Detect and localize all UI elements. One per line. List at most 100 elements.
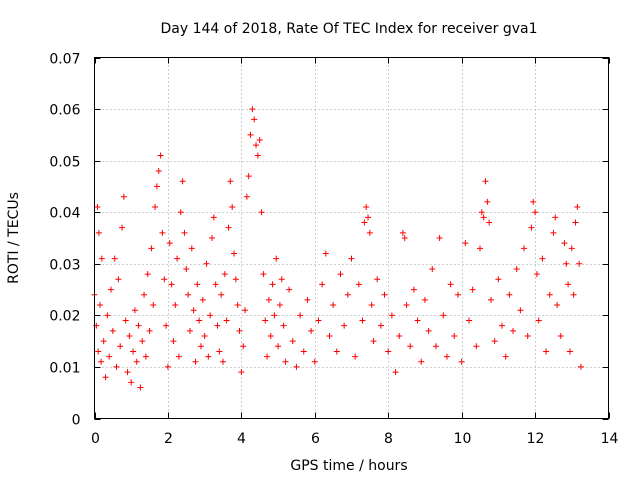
data-point: [126, 332, 133, 339]
data-point: [104, 312, 111, 319]
data-point: [251, 116, 258, 123]
data-point: [242, 307, 249, 314]
y-tick-label: 0.05: [49, 155, 80, 171]
data-point: [552, 214, 559, 221]
data-point: [258, 209, 265, 216]
data-point: [175, 353, 182, 360]
data-point: [286, 286, 293, 293]
data-point: [550, 229, 557, 236]
data-point: [370, 338, 377, 345]
data-point: [322, 250, 329, 257]
x-tick-label: 12: [527, 431, 545, 447]
data-point: [256, 137, 263, 144]
data-point: [262, 317, 269, 324]
data-point: [524, 332, 531, 339]
data-point: [199, 296, 206, 303]
data-point: [179, 178, 186, 185]
data-point: [488, 296, 495, 303]
data-point: [530, 198, 537, 205]
data-point: [207, 312, 214, 319]
data-point: [396, 332, 403, 339]
x-tick-label: 8: [384, 431, 393, 447]
data-point: [361, 219, 368, 226]
data-point: [221, 271, 228, 278]
data-point: [341, 322, 348, 329]
data-point: [276, 302, 283, 309]
data-point: [465, 317, 472, 324]
data-point: [232, 276, 239, 283]
data-point: [227, 178, 234, 185]
data-point: [166, 240, 173, 247]
data-point: [566, 348, 573, 355]
data-point: [403, 302, 410, 309]
data-point: [106, 353, 113, 360]
data-point: [425, 327, 432, 334]
grid: [94, 57, 609, 419]
data-point: [144, 271, 151, 278]
data-point: [190, 307, 197, 314]
data-point: [216, 348, 223, 355]
data-point: [440, 312, 447, 319]
data-point: [308, 327, 315, 334]
data-point: [557, 332, 564, 339]
data-point: [392, 369, 399, 376]
data-point: [368, 302, 375, 309]
data-point: [172, 302, 179, 309]
data-point: [319, 281, 326, 288]
data-point: [458, 358, 465, 365]
data-point: [186, 327, 193, 334]
data-point: [399, 229, 406, 236]
data-point: [185, 291, 192, 298]
data-point: [260, 271, 267, 278]
data-point: [197, 343, 204, 350]
data-point: [311, 358, 318, 365]
data-point: [161, 276, 168, 283]
data-point: [168, 281, 175, 288]
data-point: [568, 245, 575, 252]
data-point: [315, 317, 322, 324]
data-point: [451, 332, 458, 339]
data-point: [532, 209, 539, 216]
chart-title: Day 144 of 2018, Rate Of TEC Index for r…: [160, 21, 537, 37]
data-point: [377, 322, 384, 329]
data-point: [273, 255, 280, 262]
data-point: [253, 142, 260, 149]
data-point: [418, 358, 425, 365]
data-point: [407, 343, 414, 350]
data-point: [164, 363, 171, 370]
data-point: [265, 296, 272, 303]
data-point: [108, 286, 115, 293]
data-point: [300, 348, 307, 355]
data-point: [218, 291, 225, 298]
data-point: [95, 348, 102, 355]
data-point: [480, 214, 487, 221]
data-point: [533, 271, 540, 278]
data-point: [517, 307, 524, 314]
data-point: [576, 260, 583, 267]
data-point: [469, 286, 476, 293]
data-point: [131, 307, 138, 314]
data-point: [214, 322, 221, 329]
data-point: [333, 348, 340, 355]
data-point: [240, 343, 247, 350]
data-point: [100, 338, 107, 345]
data-point: [572, 219, 579, 226]
data-point: [304, 296, 311, 303]
data-point: [486, 219, 493, 226]
data-marks: [91, 106, 584, 391]
data-point: [163, 322, 170, 329]
data-point: [120, 193, 127, 200]
data-point: [337, 271, 344, 278]
data-point: [245, 173, 252, 180]
y-tick-label: 0.04: [49, 206, 80, 222]
data-point: [117, 343, 124, 350]
data-point: [366, 229, 373, 236]
data-point: [152, 204, 159, 211]
data-point: [499, 322, 506, 329]
y-tick-label: 0.03: [49, 258, 80, 274]
data-point: [355, 281, 362, 288]
data-point: [330, 302, 337, 309]
y-tick-label: 0: [72, 413, 81, 429]
data-point: [462, 240, 469, 247]
data-point: [563, 260, 570, 267]
